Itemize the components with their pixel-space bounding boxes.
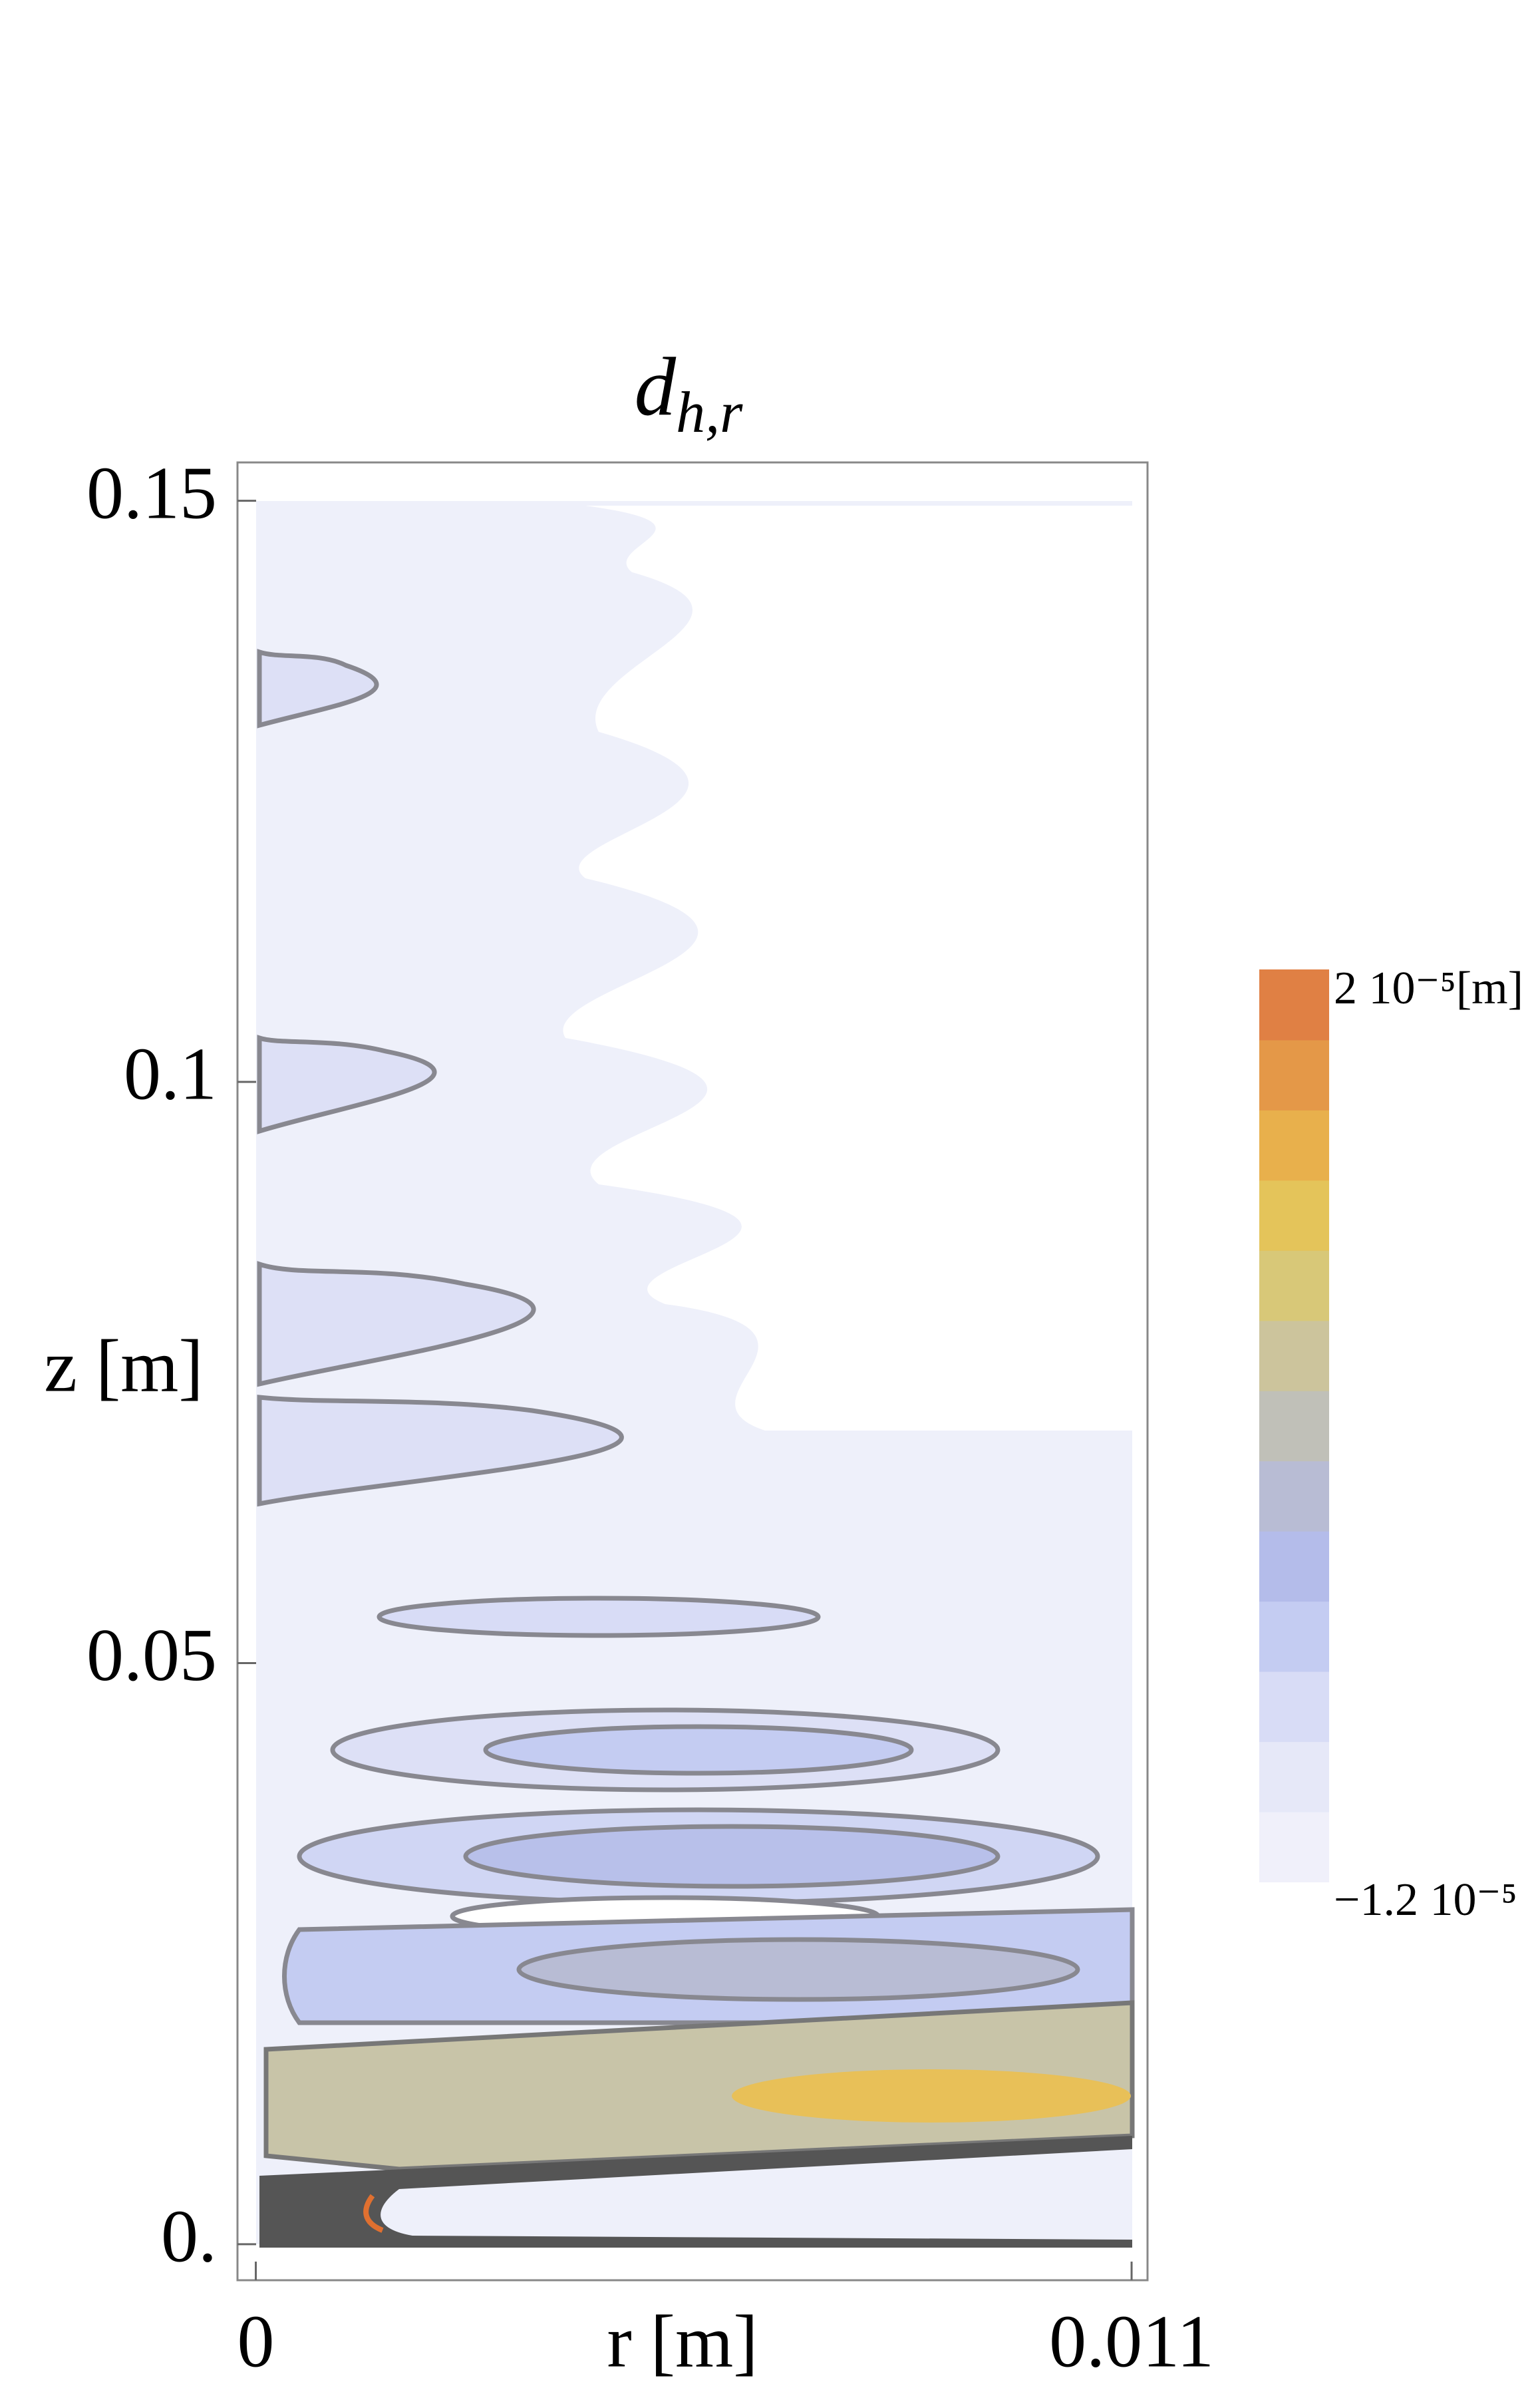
colorbar-swatch [1259, 1530, 1329, 1602]
chart-title: dh,r [635, 341, 744, 446]
colorbar-min-label: −1.2 10⁻⁵ [1334, 1874, 1517, 1926]
y-tick-label: 0. [161, 2196, 217, 2278]
contour-ring [463, 1824, 1001, 1889]
colorbar-swatch [1259, 1250, 1329, 1321]
colorbar-swatch [1259, 1671, 1329, 1743]
y-axis-label: z [m] [44, 1325, 203, 1408]
x-tick-label: 0.011 [1049, 2301, 1214, 2383]
y-tick-label: 0.05 [86, 1614, 217, 1697]
contour-band [263, 2000, 1135, 2172]
colorbar-max-label: 2 10⁻⁵[m] [1334, 963, 1523, 1014]
contour-ring [516, 1937, 1080, 2002]
colorbar-swatch [1259, 1109, 1329, 1181]
contour-lobes [257, 649, 624, 1507]
title-text: dh,r [635, 341, 744, 446]
plot-frame [236, 461, 1149, 2282]
title-subscript: h,r [676, 381, 743, 445]
y-tick-label: 0.15 [86, 452, 217, 534]
field-region [563, 506, 1132, 1431]
contour-ring [377, 1596, 821, 1638]
contour-ring [732, 2069, 1131, 2123]
colorbar-swatch [1259, 1320, 1329, 1391]
contour-ring [483, 1724, 914, 1776]
x-tick-label: 0 [237, 2301, 275, 2383]
x-axis-label: r [m] [607, 2301, 758, 2383]
colorbar-swatch [1259, 1039, 1329, 1111]
y-tick-label: 0.1 [124, 1033, 217, 1116]
colorbar-swatch [1259, 969, 1329, 1041]
colorbar-swatch [1259, 1390, 1329, 1462]
contour-dense [259, 2136, 1132, 2248]
colorbar-swatch [1259, 1741, 1329, 1812]
contour-edge [363, 2194, 384, 2233]
colorbar-swatch [1259, 1601, 1329, 1672]
colorbar-swatch [1259, 1460, 1329, 1532]
contour-field [256, 501, 1135, 2248]
colorbar-swatch [1259, 1180, 1329, 1251]
colorbar-swatch [1259, 1811, 1329, 1882]
title-main: d [635, 341, 677, 433]
